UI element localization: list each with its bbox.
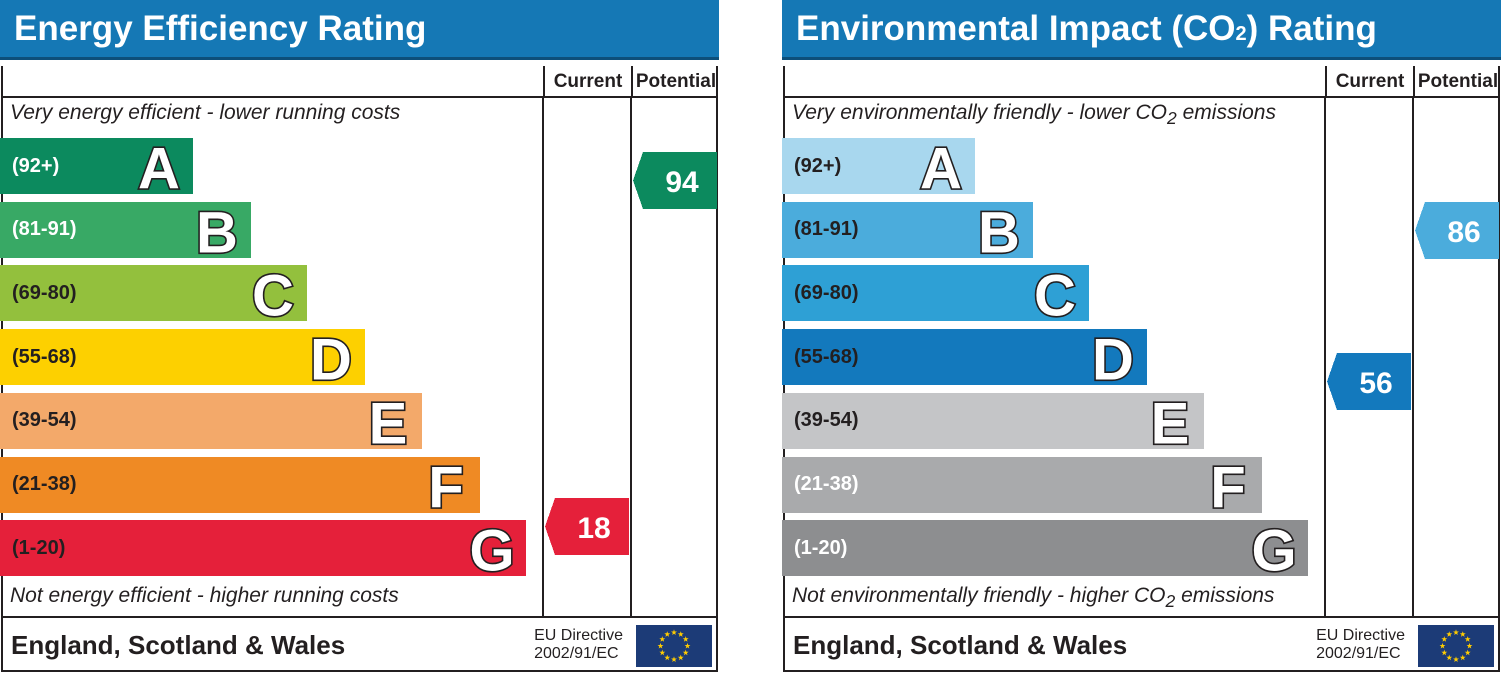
svg-text:F: F (1210, 457, 1245, 514)
svg-text:E: E (1151, 393, 1190, 450)
svg-text:D: D (310, 329, 352, 386)
svg-text:F: F (428, 457, 463, 514)
svg-text:B: B (196, 202, 238, 259)
svg-text:86: 86 (1447, 216, 1480, 249)
svg-text:A: A (138, 138, 180, 195)
svg-text:94: 94 (665, 166, 699, 199)
svg-text:C: C (252, 265, 294, 322)
svg-text:G: G (1251, 520, 1296, 577)
svg-text:B: B (978, 202, 1020, 259)
svg-text:A: A (920, 138, 962, 195)
svg-text:18: 18 (577, 512, 610, 545)
svg-text:D: D (1092, 329, 1134, 386)
svg-text:C: C (1034, 265, 1076, 322)
svg-text:56: 56 (1359, 367, 1392, 400)
svg-text:G: G (469, 520, 514, 577)
svg-text:E: E (369, 393, 408, 450)
